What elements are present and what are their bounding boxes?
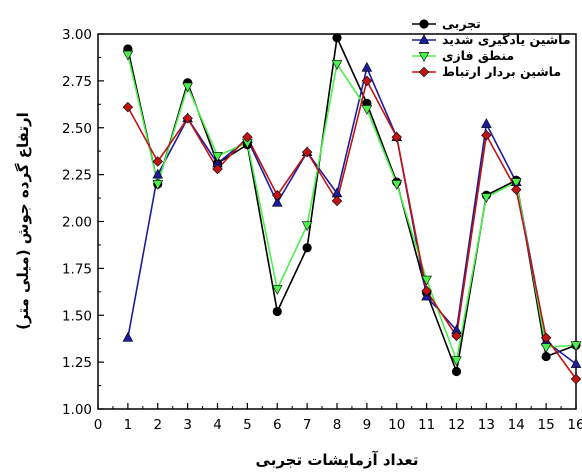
data-point-triangle-down bbox=[361, 105, 373, 115]
y-tick-label: 1.00 bbox=[62, 402, 92, 418]
series-1-markers bbox=[123, 33, 581, 377]
legend-item: منطق فازی bbox=[412, 48, 514, 63]
legend-label: ماشین بردار ارتباط bbox=[442, 64, 561, 79]
x-tick-label: 9 bbox=[363, 417, 372, 433]
legend-label: منطق فازی bbox=[442, 48, 514, 63]
x-tick-label: 2 bbox=[153, 417, 162, 433]
data-point-triangle-down bbox=[418, 52, 430, 62]
data-point-triangle-down bbox=[212, 151, 223, 162]
data-point-circle bbox=[272, 306, 282, 317]
data-point-triangle-down bbox=[421, 275, 432, 286]
data-point-triangle-up bbox=[361, 61, 373, 72]
plot-frame bbox=[97, 33, 577, 410]
x-tick-label: 0 bbox=[94, 417, 103, 433]
data-point-diamond bbox=[301, 146, 313, 158]
x-tick-label: 13 bbox=[478, 417, 495, 433]
series-line bbox=[127, 80, 577, 380]
data-point-diamond bbox=[152, 156, 163, 167]
data-point-triangle-down bbox=[510, 178, 522, 189]
x-tick-label: 15 bbox=[538, 417, 555, 433]
data-point-triangle-down bbox=[301, 221, 313, 232]
series-line bbox=[127, 66, 577, 365]
y-tick-label: 2.00 bbox=[62, 215, 92, 231]
legend-item: ماشین بردار ارتباط bbox=[412, 64, 561, 79]
data-point-triangle-down bbox=[182, 82, 193, 93]
data-point-triangle-up bbox=[122, 331, 134, 342]
y-tick-label: 2.50 bbox=[62, 121, 92, 137]
series-3-markers bbox=[122, 50, 582, 367]
y-tick-label: 2.25 bbox=[62, 168, 92, 184]
data-point-triangle-down bbox=[570, 341, 582, 352]
data-point-triangle-up bbox=[481, 118, 492, 128]
y-axis-title: ارتفاع گرده جوش (میلی متر) bbox=[14, 112, 32, 330]
data-point-triangle-down bbox=[481, 193, 492, 204]
data-point-diamond bbox=[421, 285, 432, 297]
data-point-diamond bbox=[451, 330, 462, 342]
data-point-circle bbox=[332, 33, 342, 43]
data-point-triangle-up bbox=[271, 196, 283, 207]
data-point-circle bbox=[302, 243, 312, 253]
series-4-markers bbox=[122, 75, 582, 385]
x-axis-title: تعداد آزمایشات تجربی bbox=[256, 451, 419, 469]
series-3 bbox=[127, 54, 577, 362]
x-tick-label: 14 bbox=[508, 417, 525, 433]
series-line bbox=[127, 54, 577, 362]
data-point-diamond bbox=[272, 190, 283, 201]
x-tick-label: 12 bbox=[448, 417, 465, 433]
data-point-triangle-down bbox=[122, 50, 134, 61]
data-point-triangle-down bbox=[391, 180, 403, 190]
data-point-circle bbox=[541, 351, 551, 362]
y-tick-label: 2.75 bbox=[62, 74, 92, 90]
x-tick-label: 6 bbox=[273, 417, 282, 433]
legend-label: ماشین یادگیری شدید bbox=[442, 32, 571, 47]
x-tick-label: 1 bbox=[124, 417, 133, 433]
x-tick-label: 11 bbox=[418, 417, 435, 433]
data-point-diamond bbox=[391, 131, 402, 143]
data-point-diamond bbox=[182, 113, 193, 124]
data-point-diamond bbox=[481, 130, 492, 141]
y-axis: 1.00 1.25 1.50 1.75 2.00 2.25 2.50 2.75 3.00 bbox=[62, 27, 104, 418]
x-tick-label: 7 bbox=[303, 417, 312, 433]
y-tick-label: 3.00 bbox=[62, 27, 92, 43]
data-point-triangle-up bbox=[418, 34, 430, 44]
x-tick-label: 5 bbox=[243, 417, 252, 433]
x-tick-label: 16 bbox=[567, 417, 582, 433]
series-2 bbox=[127, 66, 577, 365]
legend-item: ماشین یادگیری شدید bbox=[412, 32, 571, 47]
data-point-triangle-down bbox=[271, 285, 283, 295]
data-point-triangle-up bbox=[570, 358, 582, 368]
data-point-triangle-down bbox=[451, 356, 462, 367]
data-point-triangle-down bbox=[540, 343, 552, 354]
x-tick-label: 10 bbox=[388, 417, 405, 433]
data-point-circle bbox=[419, 19, 429, 29]
data-point-triangle-down bbox=[331, 60, 343, 70]
legend-label: تجربی bbox=[442, 16, 481, 31]
x-tick-label: 3 bbox=[183, 417, 192, 433]
data-point-circle bbox=[451, 366, 462, 377]
data-point-triangle-down bbox=[152, 180, 164, 190]
data-point-diamond bbox=[570, 373, 582, 385]
data-point-diamond bbox=[122, 101, 134, 113]
y-tick-label: 1.50 bbox=[62, 308, 92, 324]
series-layer bbox=[122, 33, 582, 385]
data-point-diamond bbox=[331, 195, 343, 207]
series-4 bbox=[127, 80, 577, 380]
data-point-diamond bbox=[511, 184, 522, 195]
x-axis: 0 1 2 3 4 5 6 7 8 9 10 11 12 13 14 15 16 bbox=[94, 403, 582, 433]
data-point-diamond bbox=[361, 75, 373, 87]
data-point-diamond bbox=[540, 332, 552, 343]
data-point-diamond bbox=[212, 163, 223, 175]
y-tick-label: 1.75 bbox=[62, 261, 92, 277]
data-point-diamond bbox=[242, 131, 253, 143]
series-2-markers bbox=[122, 61, 582, 368]
x-tick-label: 4 bbox=[213, 417, 222, 433]
y-tick-label: 1.25 bbox=[62, 355, 92, 371]
x-tick-label: 8 bbox=[333, 417, 342, 433]
legend-item: تجربی bbox=[412, 16, 481, 31]
data-point-diamond bbox=[418, 66, 430, 78]
data-point-triangle-up bbox=[152, 168, 164, 179]
